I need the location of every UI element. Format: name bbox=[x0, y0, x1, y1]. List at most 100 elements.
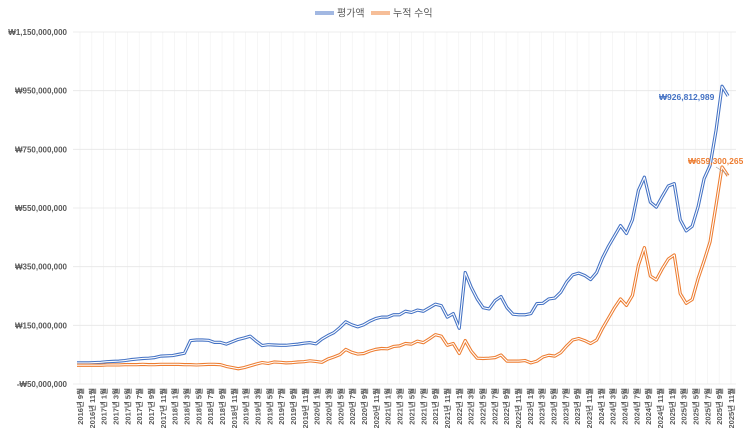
x-tick-label: 2019년 5월 bbox=[264, 388, 274, 425]
data-point-value bbox=[482, 307, 484, 309]
x-tick-label: 2022년 1월 bbox=[454, 388, 464, 425]
data-point-value bbox=[375, 318, 377, 320]
data-point-cumulative-return bbox=[518, 360, 520, 362]
data-point-cumulative-return bbox=[357, 353, 359, 355]
data-point-value bbox=[148, 357, 150, 359]
x-tick-label: 2018년 7월 bbox=[205, 388, 215, 425]
data-point-cumulative-return bbox=[237, 368, 239, 370]
data-point-value bbox=[435, 303, 437, 305]
data-point-value bbox=[685, 230, 687, 232]
data-point-value bbox=[602, 257, 604, 259]
x-tick-label: 2019년 7월 bbox=[276, 388, 286, 425]
data-point-value bbox=[94, 362, 96, 364]
data-point-value bbox=[727, 95, 729, 97]
data-point-value bbox=[387, 316, 389, 318]
data-point-value bbox=[405, 310, 407, 312]
data-point-value bbox=[650, 201, 652, 203]
data-point-value bbox=[411, 312, 413, 314]
x-tick-label: 2023년 7월 bbox=[560, 388, 570, 425]
data-point-value bbox=[202, 339, 204, 341]
x-tick-label: 2017년 7월 bbox=[134, 388, 144, 425]
data-point-cumulative-return bbox=[393, 346, 395, 348]
data-point-value bbox=[226, 343, 228, 345]
x-tick-label: 2017년 5월 bbox=[122, 388, 132, 425]
data-point-value bbox=[237, 339, 239, 341]
data-point-cumulative-return bbox=[679, 293, 681, 295]
data-point-cumulative-return bbox=[196, 364, 198, 366]
data-point-value bbox=[243, 337, 245, 339]
data-point-cumulative-return bbox=[656, 279, 658, 281]
data-point-value bbox=[554, 297, 556, 299]
data-point-cumulative-return bbox=[267, 363, 269, 365]
data-point-value bbox=[458, 327, 460, 329]
data-point-cumulative-return bbox=[321, 361, 323, 363]
data-point-value bbox=[303, 342, 305, 344]
data-point-cumulative-return bbox=[172, 364, 174, 366]
data-point-value bbox=[214, 342, 216, 344]
y-tick-label: ₩150,000,000 bbox=[15, 321, 68, 330]
data-point-cumulative-return bbox=[333, 356, 335, 358]
y-tick-label: ₩550,000,000 bbox=[15, 204, 68, 213]
data-point-cumulative-return bbox=[411, 343, 413, 345]
data-point-cumulative-return bbox=[231, 367, 233, 369]
data-point-cumulative-return bbox=[608, 317, 610, 319]
data-point-value bbox=[363, 324, 365, 326]
data-point-value bbox=[381, 316, 383, 318]
data-point-cumulative-return bbox=[112, 364, 114, 366]
end-label-cumulative-return: ₩659,300,265 bbox=[688, 156, 743, 166]
data-point-cumulative-return bbox=[166, 364, 168, 366]
data-point-value bbox=[572, 274, 574, 276]
data-point-value bbox=[667, 185, 669, 187]
data-point-value bbox=[106, 361, 108, 363]
data-point-cumulative-return bbox=[160, 364, 162, 366]
data-point-cumulative-return bbox=[226, 366, 228, 368]
data-point-value bbox=[208, 339, 210, 341]
data-point-value bbox=[691, 225, 693, 227]
x-tick-label: 2016년 9월 bbox=[75, 388, 85, 425]
data-point-cumulative-return bbox=[423, 342, 425, 344]
data-point-value bbox=[76, 362, 78, 364]
x-tick-label: 2021년 9월 bbox=[430, 388, 440, 425]
data-point-cumulative-return bbox=[578, 338, 580, 340]
data-point-cumulative-return bbox=[351, 352, 353, 354]
data-point-value bbox=[333, 332, 335, 334]
x-tick-label: 2017년 1월 bbox=[99, 388, 109, 425]
data-point-value bbox=[590, 279, 592, 281]
x-tick-label: 2017년 9월 bbox=[146, 388, 156, 425]
data-point-value bbox=[112, 361, 114, 363]
x-tick-label: 2024년 7월 bbox=[631, 388, 641, 425]
data-point-cumulative-return bbox=[297, 361, 299, 363]
data-point-value bbox=[578, 272, 580, 274]
data-point-value bbox=[626, 233, 628, 235]
data-point-cumulative-return bbox=[512, 360, 514, 362]
data-point-cumulative-return bbox=[697, 278, 699, 280]
data-point-cumulative-return bbox=[405, 343, 407, 345]
data-point-value bbox=[429, 307, 431, 309]
data-point-cumulative-return bbox=[524, 360, 526, 362]
x-tick-label: 2024년 5월 bbox=[619, 388, 629, 425]
x-tick-label: 2020년 11월 bbox=[371, 388, 381, 428]
y-tick-label: ₩750,000,000 bbox=[15, 145, 68, 154]
x-tick-label: 2023년 5월 bbox=[548, 388, 558, 425]
x-tick-label: 2024년 3월 bbox=[608, 388, 618, 425]
series-line-core-value bbox=[77, 85, 729, 364]
data-point-cumulative-return bbox=[76, 364, 78, 366]
x-tick-label: 2019년 3월 bbox=[253, 388, 263, 425]
data-point-cumulative-return bbox=[399, 345, 401, 347]
x-tick-label: 2022년 7월 bbox=[489, 388, 499, 425]
data-point-cumulative-return bbox=[602, 327, 604, 329]
data-point-cumulative-return bbox=[452, 343, 454, 345]
series-lines bbox=[76, 84, 730, 371]
data-point-cumulative-return bbox=[130, 364, 132, 366]
data-point-cumulative-return bbox=[327, 358, 329, 360]
end-label-leader-line bbox=[715, 166, 729, 176]
data-point-cumulative-return bbox=[667, 258, 669, 260]
data-point-cumulative-return bbox=[369, 350, 371, 352]
data-point-value bbox=[154, 357, 156, 359]
data-point-cumulative-return bbox=[375, 349, 377, 351]
x-tick-label: 2018년 5월 bbox=[193, 388, 203, 425]
x-tick-label: 2022년 9월 bbox=[501, 388, 511, 425]
data-point-value bbox=[620, 225, 622, 227]
x-tick-label: 2024년 11월 bbox=[655, 388, 665, 428]
data-point-value bbox=[166, 355, 168, 357]
